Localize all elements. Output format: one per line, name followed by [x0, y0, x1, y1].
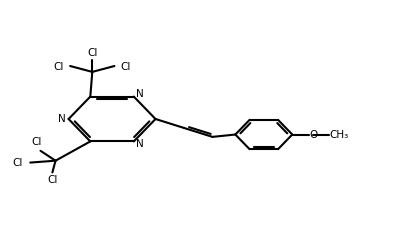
Text: Cl: Cl	[87, 49, 98, 59]
Text: Cl: Cl	[47, 175, 58, 185]
Text: N: N	[58, 114, 65, 124]
Text: N: N	[136, 139, 144, 149]
Text: O: O	[309, 129, 318, 139]
Text: CH₃: CH₃	[330, 129, 349, 139]
Text: Cl: Cl	[121, 62, 131, 72]
Text: Cl: Cl	[31, 137, 42, 147]
Text: N: N	[136, 89, 144, 99]
Text: Cl: Cl	[13, 158, 23, 168]
Text: Cl: Cl	[53, 62, 64, 72]
